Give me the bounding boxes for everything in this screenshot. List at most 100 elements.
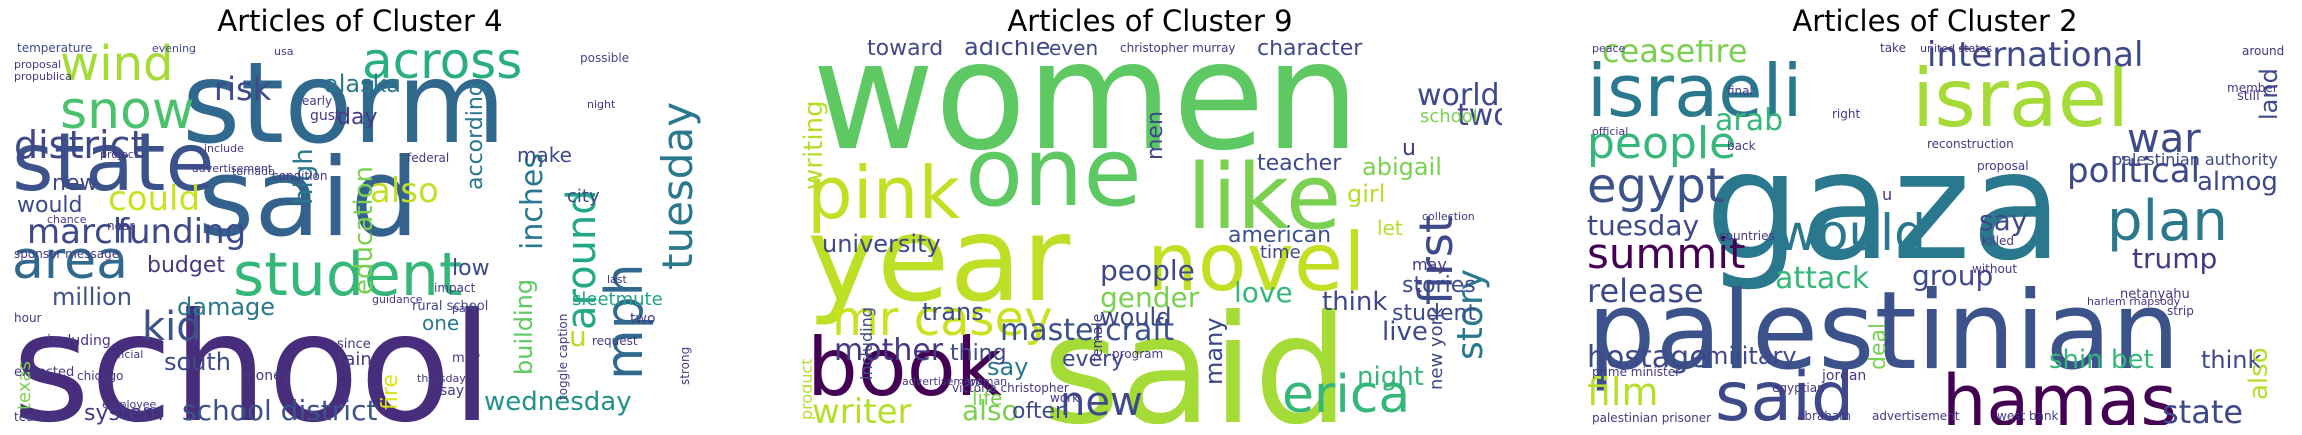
cloud-word: attack [1775,261,1870,296]
cloud-word: collection [1422,210,1475,223]
cloud-word: israel [1912,52,2129,145]
cloud-word: writing [802,100,829,190]
cloud-word: expected [14,365,74,380]
cloud-word: arab [1715,103,1783,138]
cloud-word: day [337,105,377,130]
cloud-word: think [2201,346,2262,374]
cloud-word: damage [177,293,275,321]
cloud-word: area [12,231,128,291]
cloud-word: advertisement [902,375,983,388]
cloud-word: film [1587,370,1659,414]
cloud-word: group [1912,259,1993,292]
cloud-word: sleetmute [572,289,663,310]
cloud-word: employee [102,398,157,411]
cloud-word: killed [1982,234,2014,248]
cloud-word: gender [1100,281,1200,314]
cloud-word: also [2244,347,2274,400]
cloud-word: district [14,123,145,167]
cloud-word: education [349,166,379,295]
cloud-word: toward [867,40,943,61]
cloud-word: west bank [1997,409,2059,423]
cloud-word: mph [595,263,655,380]
cloud-word: war [2127,116,2201,162]
cloud-word: story [1450,269,1491,360]
cloud-word: official [107,348,143,361]
cloud-word: military [1705,342,1797,370]
cloud-word: tuesday [653,102,702,270]
cloud-word: around [2242,44,2284,58]
cloud-word: year [807,190,1071,328]
cloud-word: novel [1147,216,1365,309]
cloud-word: think [1322,287,1387,317]
cloud-word: toggle caption [556,314,570,400]
cloud-word: without [1972,262,2017,276]
cluster-4-panel: Articles of Cluster 4 school storm said … [0,0,720,435]
cloud-word: student [1392,301,1476,326]
cloud-word: federal [407,151,449,165]
cloud-word: include [204,142,244,155]
cloud-word: love [1234,276,1293,309]
cloud-word: say [987,353,1028,381]
cloud-word: strong [678,347,692,385]
cloud-word: system [84,401,164,425]
cloud-word: trans [922,298,984,326]
cluster-2-panel: Articles of Cluster 2 gaza palestinian i… [1575,0,2295,435]
cloud-word: u [1882,185,1892,204]
cloud-word: land [2255,68,2283,120]
cloud-word: school district [182,394,377,425]
cloud-word: may [452,351,481,366]
cloud-word: live [1382,317,1428,347]
cloud-word: strip [2167,304,2194,318]
cloud-word: condition [272,169,327,183]
cloud-word: shin bet [2049,345,2154,375]
cloud-word: american [1228,223,1331,248]
cloud-word: victoria christopher [952,381,1069,395]
cloud-word: early [302,94,332,108]
cloud-word: mastercraft [1000,313,1174,348]
cloud-word: abraham [1797,409,1851,423]
cloud-word: high [289,148,319,205]
cloud-word: ceasefire [1602,40,1748,70]
cloud-word: every [1062,347,1124,372]
cloud-word: often [1012,399,1069,424]
cloud-word: prime minister [1592,365,1680,379]
cloud-word: said [1715,358,1854,425]
cloud-word: rain [337,349,372,370]
cloud-word: harlem rhapsody [2087,295,2181,308]
cloud-word: woman [967,375,1007,388]
cloud-word: palestinian authority [2112,150,2278,169]
cloud-word: fire [378,374,403,410]
cloud-word: palestinian [1587,269,2180,394]
cloud-word: product [802,358,816,420]
cloud-word: netanyahu [2120,287,2190,302]
cloud-word: many [1200,318,1228,386]
cloud-word: risk [214,70,272,108]
panel-title: Articles of Cluster 2 [1792,4,2078,38]
cloud-word: israeli [1587,49,1803,133]
cloud-word: night [587,98,616,111]
cloud-word: march [27,212,134,252]
cloud-word: plan [2107,189,2228,254]
cloud-word: say [1979,204,2027,237]
cloud-word: state [2162,393,2243,425]
cloud-word: would [17,193,82,218]
cloud-word: sponsor message [14,247,119,261]
cloud-word: pink [807,151,960,235]
cloud-word: abigail [1362,153,1442,181]
cloud-word: wednesday [484,387,632,417]
cloud-word: deal [1866,323,1891,370]
cloud-word: university [822,230,941,258]
cloud-word: final [1727,84,1753,98]
cloud-word: student [233,240,462,310]
cloud-word: budget [147,253,225,278]
cloud-word: south [164,348,231,376]
cloud-word: writer [812,392,911,425]
cloud-word: women [812,40,1360,184]
word-cloud: school storm said state student snow win… [12,40,712,425]
word-cloud: gaza palestinian israeli israel said ham… [1587,40,2287,425]
cloud-word: make [517,143,572,167]
cloud-word: egyptian [1772,381,1825,395]
panel-title: Articles of Cluster 9 [1007,4,1293,38]
cloud-word: summit [1587,229,1745,278]
cloud-word: stories [1402,273,1476,298]
